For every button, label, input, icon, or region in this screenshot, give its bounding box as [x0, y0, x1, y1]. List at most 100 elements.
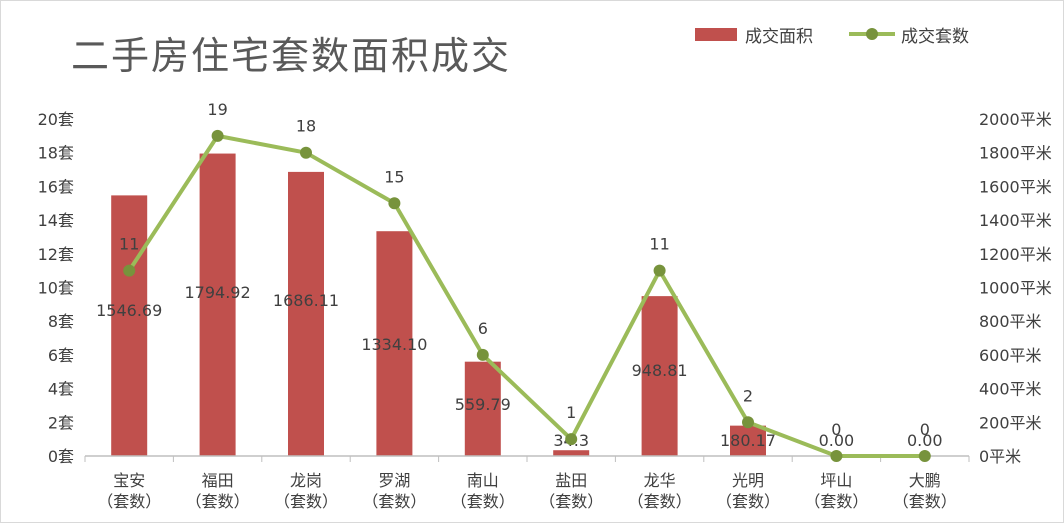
count-point: [918, 450, 931, 462]
category-label-line: （套数）: [716, 492, 780, 511]
left-axis-tick-label: 6套: [48, 346, 74, 365]
count-value-label: 2: [743, 386, 753, 405]
left-axis-tick-label: 4套: [48, 380, 74, 399]
left-axis-tick-label: 20套: [38, 110, 74, 129]
category-label-line: 罗湖: [378, 471, 410, 490]
legend-item-count: 成交套数: [849, 22, 969, 47]
right-axis-tick-label: 200平米: [979, 413, 1042, 432]
count-value-label: 0: [831, 420, 841, 439]
category-label-line: 大鹏: [909, 471, 941, 490]
bar-value-label: 1546.69: [96, 301, 162, 320]
chart-title: 二手房住宅套数面积成交: [71, 34, 512, 78]
count-value-label: 11: [119, 235, 139, 254]
category-label: 罗湖 （套数）: [362, 471, 426, 511]
bar-value-label: 1794.92: [185, 283, 251, 302]
right-axis-tick-label: 1200平米: [979, 245, 1052, 264]
bar-value-label: 0.00: [819, 431, 855, 450]
category-label-line: 宝安: [113, 471, 145, 490]
count-value-label: 19: [207, 100, 227, 119]
right-axis-tick-label: 400平米: [979, 380, 1042, 399]
category-label-line: 龙华: [644, 471, 676, 490]
category-label-line: 福田: [202, 471, 234, 490]
category-label: 宝安 （套数）: [97, 471, 161, 511]
category-label-line: （套数）: [97, 492, 161, 511]
bar-area: [376, 231, 413, 456]
category-label-line: （套数）: [274, 492, 338, 511]
bar-area: [641, 296, 678, 456]
legend-label-count: 成交套数: [901, 26, 969, 47]
count-point: [476, 348, 489, 361]
count-value-label: 1: [566, 403, 576, 422]
bar-value-label: 1686.11: [273, 291, 339, 310]
count-point: [565, 433, 578, 446]
category-label-line: 坪山: [820, 471, 852, 490]
left-axis-tick-label: 14套: [38, 211, 74, 230]
category-label: 大鹏 （套数）: [893, 471, 957, 511]
bar-value-label: 0.00: [907, 431, 943, 450]
count-value-label: 11: [649, 235, 669, 254]
count-point: [388, 197, 401, 210]
count-point: [653, 264, 666, 277]
bar-value-label: 559.79: [455, 395, 511, 414]
right-axis-tick-label: 1400平米: [979, 211, 1052, 230]
left-axis-tick-label: 2套: [48, 413, 74, 432]
right-axis-tick-label: 0平米: [979, 447, 1021, 466]
category-label-line: 光明: [732, 471, 764, 490]
category-label-line: （套数）: [539, 492, 603, 511]
count-point: [211, 129, 224, 142]
category-label: 盐田 （套数）: [539, 471, 603, 511]
category-label-line: （套数）: [362, 492, 426, 511]
count-value-label: 15: [384, 167, 404, 186]
category-label: 龙岗 （套数）: [274, 471, 338, 511]
count-point: [300, 146, 312, 159]
category-label-line: 龙岗: [290, 471, 322, 490]
category-label: 坪山 （套数）: [804, 471, 868, 511]
left-axis-tick-label: 12套: [38, 245, 74, 264]
legend-item-area: 成交面积: [695, 22, 813, 47]
left-axis-tick-label: 16套: [38, 177, 74, 196]
category-label: 南山 （套数）: [451, 471, 515, 511]
category-label: 光明 （套数）: [716, 471, 780, 511]
left-axis-tick-label: 10套: [38, 279, 74, 298]
left-axis-tick-label: 8套: [48, 312, 74, 331]
count-value-label: 18: [296, 117, 316, 136]
bar-value-label: 180.17: [720, 431, 776, 450]
legend: 成交面积 成交套数: [695, 21, 1005, 47]
right-axis-tick-label: 1600平米: [979, 177, 1052, 196]
count-value-label: 6: [478, 319, 488, 338]
right-axis-tick-label: 1000平米: [979, 279, 1052, 298]
bar-area: [730, 425, 766, 456]
count-value-label: 0: [920, 420, 930, 439]
category-label: 龙华 （套数）: [628, 471, 692, 511]
bar-value-label: 1334.10: [361, 335, 427, 354]
count-point: [742, 416, 754, 429]
category-label-line: （套数）: [893, 492, 957, 511]
left-axis-tick-label: 0套: [48, 447, 74, 466]
category-label-line: （套数）: [804, 492, 868, 511]
count-line: [127, 133, 925, 458]
count-point: [830, 450, 843, 462]
right-axis-tick-label: 2000平米: [979, 110, 1052, 129]
right-axis-tick-label: 800平米: [979, 312, 1042, 331]
right-axis-tick-label: 1800平米: [979, 144, 1052, 163]
bar-area: [111, 195, 148, 456]
legend-line-swatch: [849, 28, 895, 40]
category-label-line: （套数）: [628, 492, 692, 511]
category-label-line: （套数）: [186, 492, 250, 511]
bar-area: [553, 450, 590, 456]
left-axis-tick-label: 18套: [38, 144, 74, 163]
category-label: 福田 （套数）: [186, 471, 250, 511]
bar-value-label: 948.81: [632, 361, 688, 380]
category-label-line: 南山: [467, 471, 499, 490]
count-point: [123, 264, 136, 277]
bar-area: [464, 361, 501, 456]
bar-area: [288, 171, 324, 456]
category-label-line: （套数）: [451, 492, 515, 511]
right-axis-tick-label: 600平米: [979, 346, 1042, 365]
legend-label-area: 成交面积: [745, 26, 813, 47]
bar-area: [199, 153, 236, 457]
category-label-line: 盐田: [555, 471, 587, 490]
legend-bar-swatch: [695, 27, 737, 41]
